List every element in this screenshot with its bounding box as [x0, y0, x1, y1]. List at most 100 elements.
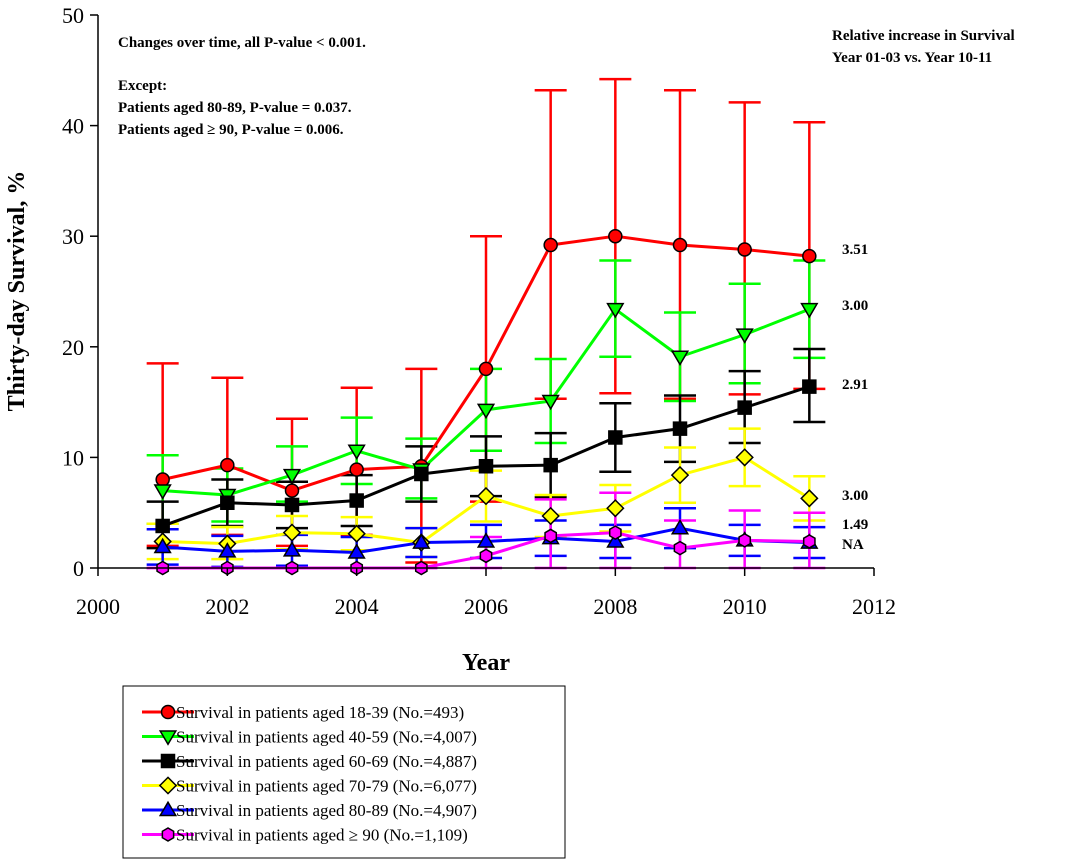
data-point — [673, 540, 687, 556]
data-point — [153, 537, 172, 554]
annotation-line: Changes over time, all P-value < 0.001. — [118, 35, 366, 51]
data-point — [153, 484, 172, 500]
data-point — [800, 302, 819, 319]
x-tick-label: 2006 — [464, 594, 508, 619]
y-tick-label: 0 — [73, 556, 84, 581]
data-point — [282, 541, 302, 557]
x-tick-label: 2004 — [335, 594, 379, 619]
y-tick-label: 30 — [62, 224, 84, 249]
legend-entry: Survival in patients aged 60-69 (No.=4,8… — [142, 752, 477, 771]
data-point — [737, 400, 752, 415]
end-label: 2.91 — [842, 377, 868, 393]
data-point — [347, 524, 366, 543]
x-axis-label: Year — [462, 650, 510, 676]
data-point — [155, 472, 170, 487]
legend-label: Survival in patients aged ≥ 90 (No.=1,10… — [176, 826, 468, 845]
data-point — [608, 525, 622, 540]
data-point — [737, 242, 752, 257]
data-point — [476, 403, 496, 420]
data-point — [544, 528, 558, 544]
data-point — [541, 506, 560, 526]
data-point — [670, 465, 690, 485]
data-point — [800, 489, 819, 508]
data-point — [349, 462, 364, 477]
end-label: 1.49 — [842, 517, 868, 533]
data-point — [218, 542, 237, 558]
annotation-line: Except: — [118, 78, 167, 94]
data-point — [282, 523, 302, 542]
legend-label: Survival in patients aged 80-89 (No.=4,9… — [176, 801, 477, 820]
data-point — [672, 421, 688, 436]
legend-label: Survival in patients aged 18-39 (No.=493… — [176, 703, 464, 722]
x-tick-label: 2008 — [593, 594, 637, 619]
legend-entry: Survival in patients aged 70-79 (No.=6,0… — [142, 776, 477, 796]
legend-marker — [158, 730, 178, 746]
data-point — [606, 499, 625, 518]
y-tick-label: 20 — [62, 335, 84, 360]
y-axis-label: Thirty-day Survival, % — [4, 171, 30, 412]
x-tick-label: 2002 — [205, 594, 249, 619]
data-point — [414, 466, 429, 482]
data-point — [541, 394, 560, 411]
data-point — [347, 444, 366, 461]
annotation-right: Relative increase in Survival Year 01-03… — [832, 28, 1015, 66]
x-ticks: 2000 2002 2004 2006 2008 2010 2012 — [76, 568, 896, 619]
data-point — [802, 379, 817, 394]
data-point — [606, 532, 625, 548]
data-point — [476, 486, 496, 506]
data-point — [284, 483, 300, 498]
data-point — [802, 248, 817, 264]
legend-label: Survival in patients aged 70-79 (No.=6,0… — [176, 777, 477, 796]
legend: Survival in patients aged 18-39 (No.=493… — [122, 685, 566, 859]
legend-label: Survival in patients aged 60-69 (No.=4,8… — [176, 752, 477, 771]
data-point — [220, 495, 235, 510]
y-tick-label: 40 — [62, 114, 84, 139]
data-point — [349, 493, 364, 508]
data-point — [608, 430, 623, 445]
data-point — [735, 448, 754, 467]
legend-entry: Survival in patients aged ≥ 90 (No.=1,10… — [142, 826, 468, 845]
legend-marker — [160, 704, 176, 720]
axes: 0 10 20 30 40 50 2000 2002 2004 2006 2008 2010 2012 — [62, 3, 896, 619]
end-label: NA — [842, 537, 864, 553]
legend-entry: Survival in patients aged 18-39 (No.=493… — [142, 703, 464, 722]
y-tick-label: 50 — [62, 3, 84, 28]
x-tick-label: 2000 — [76, 594, 120, 619]
annotation-line: Year 01-03 vs. Year 10-11 — [832, 50, 992, 66]
y-tick-label: 10 — [62, 445, 84, 470]
data-point — [670, 350, 690, 367]
legend-marker — [160, 753, 176, 769]
data-point — [284, 497, 300, 513]
annotation-left: Changes over time, all P-value < 0.001. … — [118, 35, 366, 138]
legend-box — [122, 685, 566, 859]
data-point — [220, 457, 235, 473]
legend-marker — [158, 776, 178, 795]
end-label: 3.51 — [842, 242, 868, 258]
legend-entry: Survival in patients aged 80-89 (No.=4,9… — [142, 800, 477, 820]
data-point — [543, 457, 558, 473]
data-point — [672, 237, 688, 253]
legend-entry: Survival in patients aged 40-59 (No.=4,0… — [142, 728, 477, 747]
y-ticks: 0 10 20 30 40 50 — [62, 3, 98, 581]
data-point — [802, 534, 816, 549]
legend-marker — [161, 827, 175, 842]
data-point — [738, 532, 752, 548]
data-point — [347, 543, 366, 559]
legend-marker — [158, 800, 178, 817]
data-point — [606, 302, 625, 319]
data-point — [735, 328, 754, 344]
data-point — [478, 361, 494, 377]
data-point — [543, 237, 558, 253]
data-point — [476, 532, 496, 548]
data-point — [412, 533, 431, 549]
data-point — [670, 518, 690, 535]
annotation-line: Relative increase in Survival — [832, 28, 1015, 44]
data-point — [479, 548, 493, 564]
end-labels: 3.51 3.00 2.91 3.00 1.49 NA — [842, 242, 868, 553]
annotation-line: Patients aged ≥ 90, P-value = 0.006. — [118, 122, 344, 138]
end-label: 3.00 — [842, 298, 868, 314]
data-point — [478, 458, 494, 474]
legend-label: Survival in patients aged 40-59 (No.=4,0… — [176, 728, 477, 747]
data-point — [155, 518, 170, 534]
